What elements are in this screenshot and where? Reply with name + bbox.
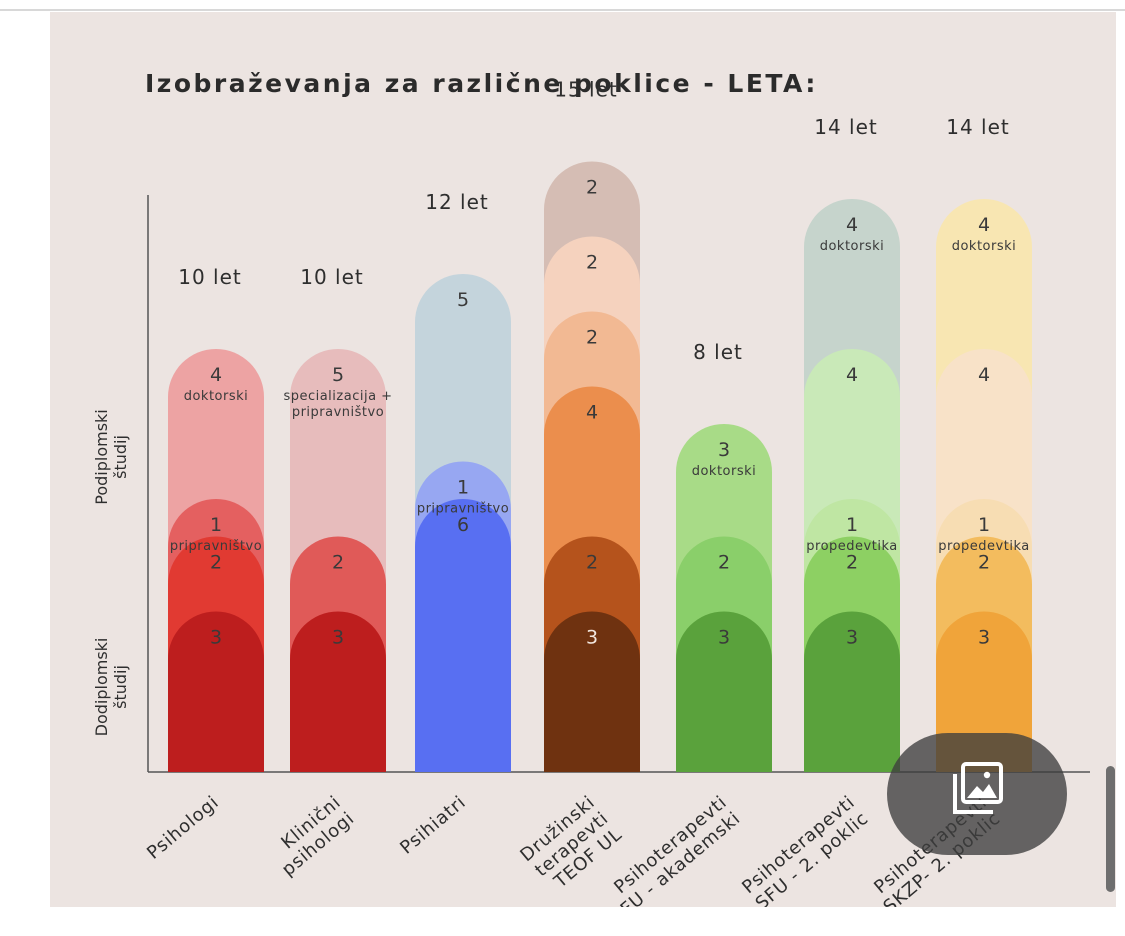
- y-axis-label-line: študij: [111, 665, 130, 709]
- bar-total-label: 8 let: [693, 340, 743, 364]
- bar-segment: [290, 611, 386, 772]
- segment-sub-label: doktorski: [820, 239, 885, 254]
- segment-value-label: 1: [846, 514, 858, 536]
- segment-value-label: 2: [586, 177, 598, 199]
- gallery-button[interactable]: [887, 733, 1067, 855]
- segment-value-label: 3: [332, 627, 344, 649]
- segment-value-label: 3: [846, 627, 858, 649]
- segment-value-label: 2: [210, 552, 222, 574]
- bar-group: 6 1 pripravništvo 5 12 let: [415, 190, 511, 772]
- bar-total-label: 14 let: [946, 115, 1010, 139]
- segment-sub-label: doktorski: [184, 389, 249, 404]
- segment-value-label: 3: [718, 627, 730, 649]
- segment-value-label: 3: [586, 627, 598, 649]
- segment-value-label: 2: [586, 552, 598, 574]
- x-tick-label-line: Psihiatri: [396, 792, 470, 859]
- bar-segment: [544, 611, 640, 772]
- segment-value-label: 4: [586, 402, 598, 424]
- bar-group: 3 2 4 2 2 2 15 let: [544, 78, 640, 772]
- segment-value-label: 2: [978, 552, 990, 574]
- segment-value-label: 3: [718, 439, 730, 461]
- segment-value-label: 2: [586, 252, 598, 274]
- bar-group: 3 2 5 specializacija +pripravništvo 10 let: [283, 265, 392, 772]
- bar-segment: [676, 611, 772, 772]
- chart-title: Izobraževanja za različne poklice - LETA…: [145, 69, 818, 98]
- x-tick-label: Psihologi: [143, 792, 223, 864]
- bar-total-label: 14 let: [814, 115, 878, 139]
- bar-group: 3 2 3 doktorski 8 let: [676, 340, 772, 772]
- bar-total-label: 10 let: [300, 265, 364, 289]
- x-tick-label: Psihiatri: [396, 792, 470, 859]
- y-axis-label-line: Dodiplomski: [92, 638, 111, 737]
- bar-segment: [168, 611, 264, 772]
- segment-value-label: 4: [846, 214, 858, 236]
- y-axis-label-line: Podiplomski: [92, 409, 111, 505]
- segment-value-label: 2: [718, 552, 730, 574]
- bar-total-label: 10 let: [178, 265, 242, 289]
- segment-sub-label: specializacija +: [283, 389, 392, 404]
- segment-value-label: 2: [332, 552, 344, 574]
- bar-segment: [415, 499, 511, 772]
- segment-value-label: 4: [978, 214, 990, 236]
- segment-value-label: 3: [210, 627, 222, 649]
- segment-sub-label: pripravništvo: [417, 502, 509, 517]
- chart: Izobraževanja za različne poklice - LETA…: [92, 69, 1090, 907]
- scrollbar[interactable]: [1106, 766, 1115, 892]
- bar-segment: [804, 611, 900, 772]
- y-axis-label-line: študij: [111, 435, 130, 479]
- segment-value-label: 3: [978, 627, 990, 649]
- gallery-icon: [953, 762, 1003, 814]
- bar-total-label: 15 let: [554, 78, 618, 102]
- bar-total-label: 12 let: [425, 190, 489, 214]
- segment-value-label: 2: [586, 327, 598, 349]
- bar-group: 3 2 1 pripravništvo 4 doktorski 10 let: [168, 265, 264, 772]
- segment-value-label: 1: [210, 514, 222, 536]
- segment-sub-label: pripravništvo: [170, 539, 262, 554]
- segment-sub-label: doktorski: [692, 464, 757, 479]
- bar-group: 3 2 1 propedevtika 4 4 doktorski 14 let: [804, 115, 900, 772]
- segment-value-label: 5: [332, 364, 344, 386]
- segment-value-label: 1: [978, 514, 990, 536]
- segment-value-label: 4: [210, 364, 222, 386]
- segment-value-label: 4: [978, 364, 990, 386]
- y-axis-label: Dodiplomski študij: [92, 638, 130, 737]
- segment-sub-label: pripravništvo: [292, 405, 384, 420]
- top-divider: [0, 9, 1125, 11]
- bar-segment: [936, 611, 1032, 772]
- y-axis-label: Podiplomski študij: [92, 409, 130, 505]
- segment-sub-label: propedevtika: [806, 539, 897, 554]
- segment-sub-label: propedevtika: [938, 539, 1029, 554]
- segment-value-label: 2: [846, 552, 858, 574]
- segment-value-label: 4: [846, 364, 858, 386]
- segment-value-label: 5: [457, 289, 469, 311]
- bar-group: 3 2 1 propedevtika 4 4 doktorski 14 let: [936, 115, 1032, 772]
- segment-value-label: 6: [457, 514, 469, 536]
- x-tick-label-line: Psihologi: [143, 792, 223, 864]
- segment-sub-label: doktorski: [952, 239, 1017, 254]
- chart-card: Izobraževanja za različne poklice - LETA…: [50, 12, 1116, 907]
- segment-value-label: 1: [457, 477, 469, 499]
